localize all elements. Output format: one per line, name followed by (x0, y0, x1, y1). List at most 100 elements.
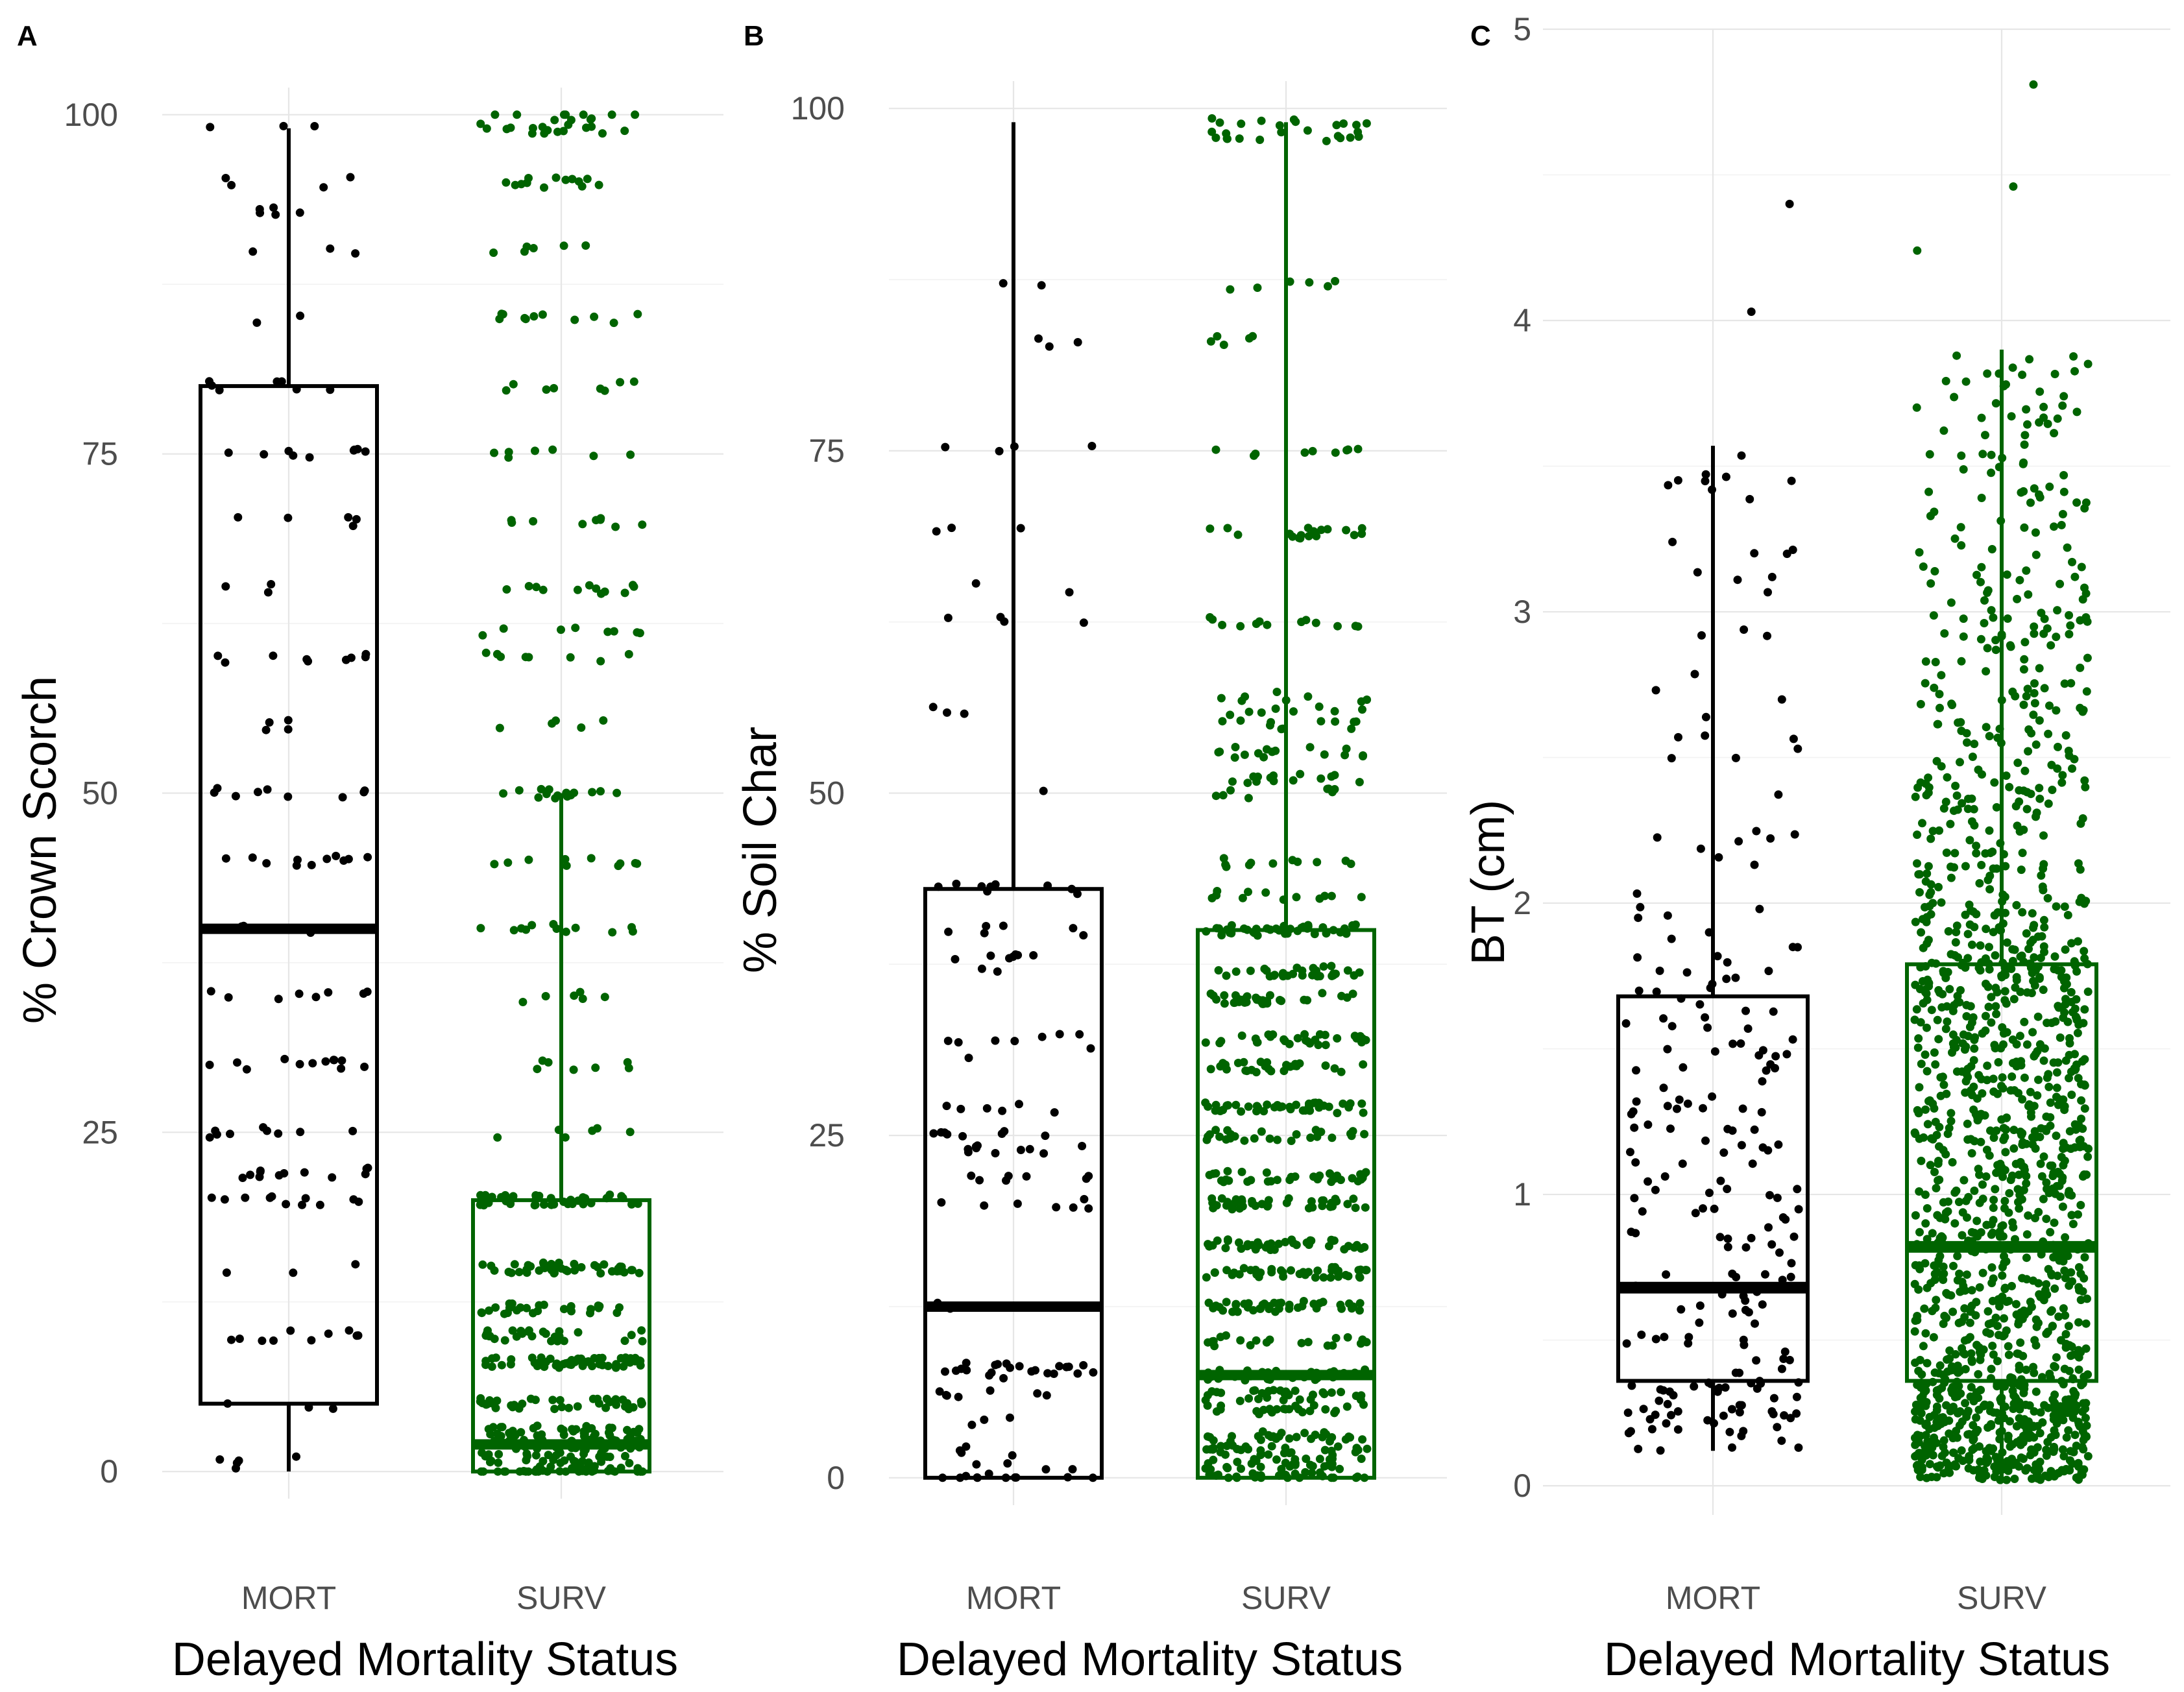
data-point-surv (1988, 1342, 1997, 1350)
data-point-surv (1937, 898, 1946, 907)
x-tick-label-mort: MORT (241, 1580, 336, 1616)
data-point-surv (596, 787, 605, 796)
data-point-surv (1991, 1044, 2000, 1053)
data-point-mort (1785, 1355, 1794, 1364)
data-point-surv (2024, 725, 2033, 734)
data-point-surv (2050, 522, 2058, 531)
data-point-surv (1216, 1405, 1225, 1414)
data-point-surv (1921, 1386, 1930, 1395)
data-point-surv (1915, 1264, 1924, 1274)
data-point-mort (263, 785, 272, 794)
data-point-surv (2060, 1102, 2069, 1111)
data-point-surv (626, 1354, 635, 1363)
data-point-surv (2035, 387, 2044, 396)
y-tick-label: 3 (1513, 594, 1531, 630)
data-point-surv (1941, 1208, 1950, 1217)
data-point-surv (1987, 993, 1996, 1002)
data-point-surv (2063, 543, 2072, 552)
data-point-surv (1253, 284, 1262, 292)
data-point-surv (2026, 1298, 2035, 1307)
data-point-surv (2019, 825, 2028, 834)
data-point-surv (520, 313, 529, 322)
data-point-surv (573, 1402, 582, 1411)
data-point-surv (1939, 426, 1948, 435)
data-point-surv (1955, 1269, 1964, 1278)
data-point-surv (2020, 655, 2029, 664)
data-point-surv (1281, 1238, 1290, 1246)
y-tick-label: 75 (82, 436, 118, 472)
data-point-mort (1636, 902, 1645, 912)
data-point-surv (2059, 1161, 2068, 1170)
data-point-mort (305, 453, 314, 462)
data-point-surv (2015, 1361, 2024, 1370)
data-point-surv (2058, 401, 2067, 410)
data-point-mort (238, 1174, 247, 1182)
data-point-surv (1936, 1091, 1945, 1100)
data-point-mort (1656, 1385, 1665, 1394)
data-point-surv (2057, 966, 2066, 975)
data-point-surv (1912, 1005, 1921, 1014)
y-tick-label: 0 (1513, 1468, 1531, 1504)
data-point-surv (1994, 1058, 2003, 1067)
data-point-mort (221, 658, 230, 667)
data-point-surv (1947, 950, 1956, 959)
data-point-surv (1982, 723, 1991, 732)
data-point-surv (1346, 1099, 1355, 1108)
data-point-surv (1308, 446, 1317, 455)
data-point-surv (1978, 1268, 1987, 1277)
data-point-surv (539, 1200, 548, 1209)
data-point-mort (1675, 1095, 1684, 1104)
data-point-surv (1202, 1135, 1211, 1144)
data-point-mort (986, 951, 995, 960)
data-point-surv (2008, 1281, 2016, 1290)
data-point-surv (1921, 1259, 1930, 1268)
y-tick-label: 2 (1513, 885, 1531, 921)
data-point-mort (359, 989, 368, 998)
data-point-surv (1333, 132, 1342, 141)
data-point-surv (2076, 703, 2085, 712)
data-point-surv (1355, 1299, 1365, 1308)
data-point-surv (1916, 1431, 1925, 1440)
data-point-surv (1976, 634, 1985, 644)
data-point-surv (2052, 633, 2061, 642)
data-point-surv (1967, 1349, 1976, 1358)
data-point-surv (2033, 1091, 2042, 1100)
data-point-surv (2011, 1159, 2020, 1168)
data-point-surv (1315, 1030, 1324, 1039)
data-point-surv (1252, 1336, 1261, 1345)
data-point-surv (1981, 1011, 1990, 1021)
data-point-surv (1921, 1329, 1930, 1338)
data-point-surv (1315, 1455, 1324, 1464)
data-point-surv (2000, 1196, 2009, 1205)
data-point-mort (1713, 952, 1722, 961)
data-point-surv (2001, 1148, 2010, 1157)
data-point-surv (1995, 1232, 2004, 1241)
data-point-surv (2074, 1074, 2083, 1083)
data-point-surv (1910, 1015, 1919, 1024)
data-point-mort (941, 1367, 949, 1376)
data-point-surv (1930, 683, 1939, 692)
data-point-surv (1924, 487, 1934, 496)
data-point-surv (2019, 458, 2028, 467)
data-point-surv (1998, 1292, 2007, 1301)
data-point-mort (300, 1168, 309, 1177)
data-point-surv (577, 1263, 586, 1272)
data-point-mort (1637, 1330, 1646, 1339)
data-point-surv (1246, 966, 1255, 975)
y-tick-label: 100 (791, 90, 845, 127)
data-point-surv (1926, 1279, 1935, 1288)
data-point-mort (1794, 1205, 1803, 1214)
data-point-surv (1357, 1038, 1366, 1046)
data-point-surv (1236, 716, 1245, 725)
data-point-mort (269, 203, 278, 212)
data-point-mort (252, 318, 261, 327)
data-point-surv (1215, 118, 1224, 127)
data-point-surv (509, 926, 518, 935)
data-point-surv (1353, 444, 1363, 453)
data-point-surv (1305, 278, 1314, 287)
data-point-surv (1963, 1430, 1972, 1439)
data-point-surv (605, 1431, 614, 1440)
data-point-surv (2072, 407, 2081, 417)
y-tick-label: 100 (64, 97, 118, 133)
